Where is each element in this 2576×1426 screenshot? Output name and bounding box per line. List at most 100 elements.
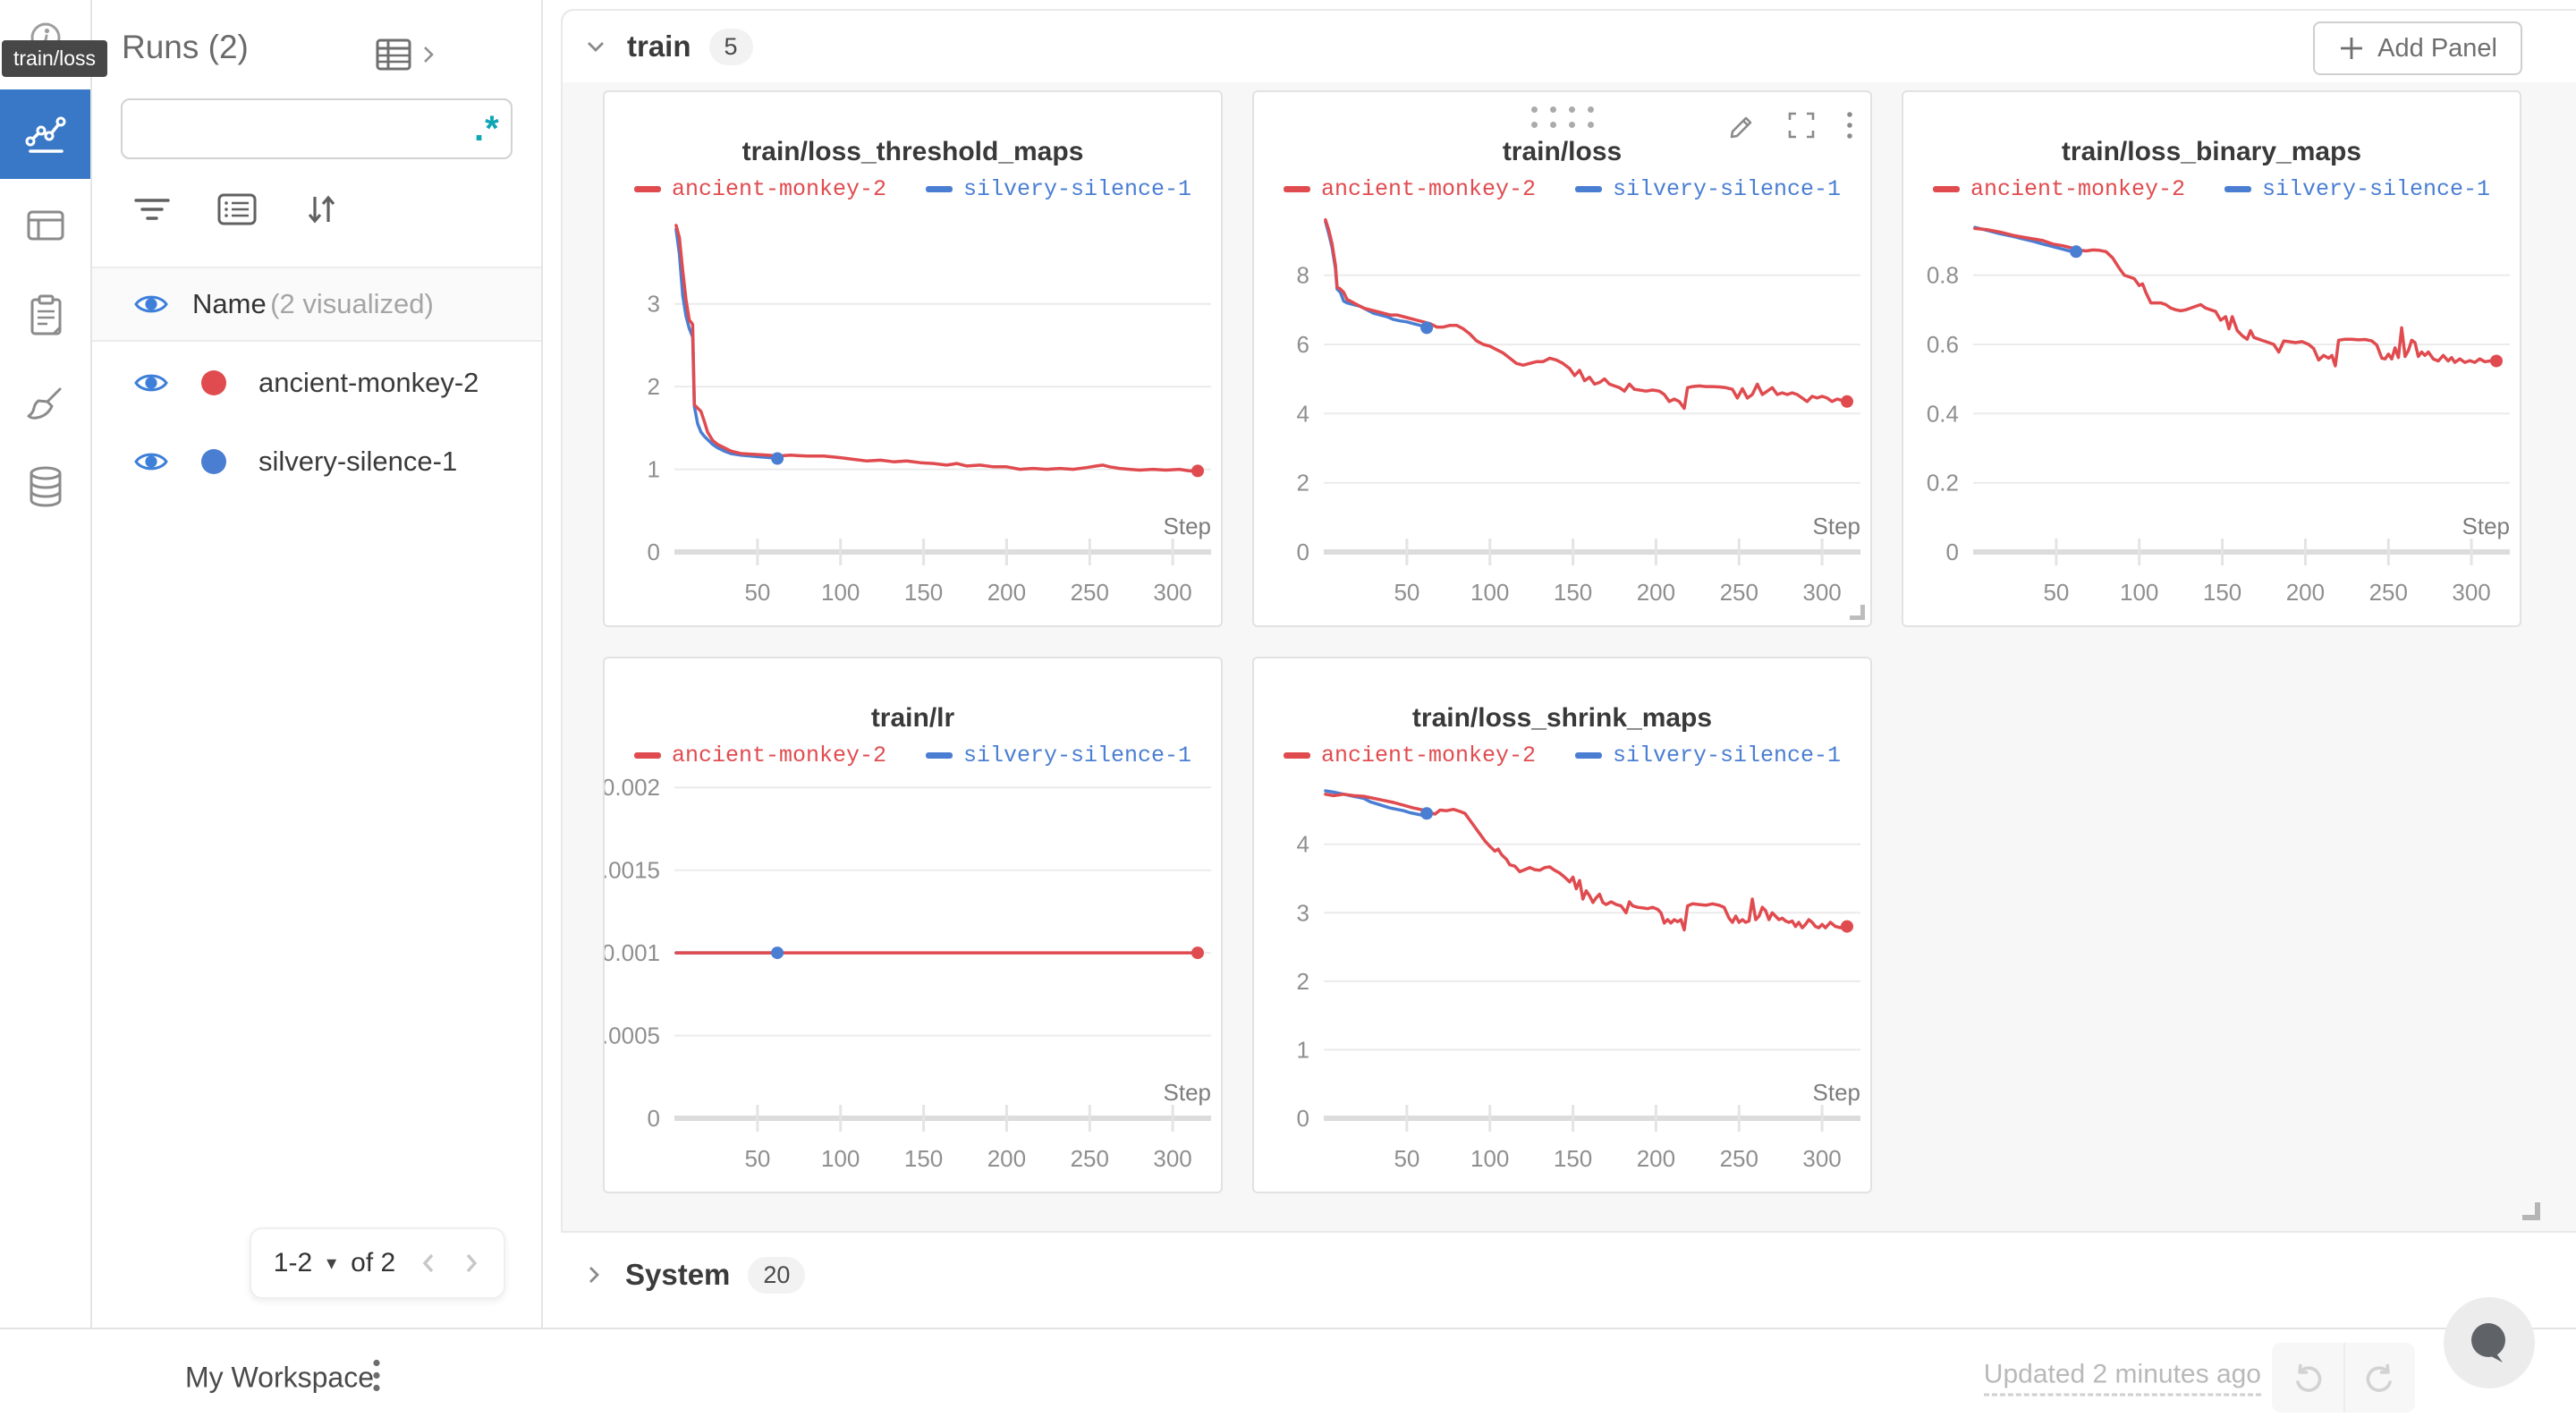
chart-legend: ancient-monkey-2 silvery-silence-1 xyxy=(605,176,1221,202)
search-input[interactable] xyxy=(151,115,474,143)
svg-text:50: 50 xyxy=(1394,1145,1419,1172)
add-panel-button[interactable]: Add Panel xyxy=(2313,21,2522,75)
svg-text:0.002: 0.002 xyxy=(605,774,660,801)
svg-text:300: 300 xyxy=(2452,579,2490,606)
edit-panel-icon[interactable] xyxy=(1727,110,1758,140)
run-name: ancient-monkey-2 xyxy=(258,367,479,398)
tooltip: train/loss xyxy=(2,40,108,77)
legend-item[interactable]: silvery-silence-1 xyxy=(926,176,1191,202)
pagination-range[interactable]: 1-2 xyxy=(273,1248,313,1277)
svg-text:300: 300 xyxy=(1153,1145,1191,1172)
chart-panel[interactable]: train/loss_shrink_maps ancient-monkey-2 si… xyxy=(1252,657,1872,1193)
system-section-header[interactable]: System 20 xyxy=(561,1233,2576,1317)
chat-button[interactable] xyxy=(2444,1297,2535,1388)
chat-bubble-icon xyxy=(2471,1323,2505,1362)
legend-swatch xyxy=(1575,752,1602,759)
eye-icon[interactable] xyxy=(133,370,169,395)
legend-item[interactable]: silvery-silence-1 xyxy=(1575,743,1841,768)
eye-icon[interactable] xyxy=(133,292,169,317)
legend-item[interactable]: silvery-silence-1 xyxy=(1575,176,1841,202)
bottom-bar: My Workspace Updated 2 minutes ago xyxy=(0,1297,2576,1426)
sort-icon[interactable] xyxy=(301,190,341,229)
pagination-of: of 2 xyxy=(351,1248,396,1277)
legend-swatch xyxy=(1575,186,1602,192)
legend-swatch xyxy=(926,752,953,759)
fullscreen-icon[interactable] xyxy=(1786,110,1817,140)
svg-text:250: 250 xyxy=(1071,579,1109,606)
run-row[interactable]: silvery-silence-1 xyxy=(92,422,541,501)
chart-plot[interactable]: 0 0.2 0.4 0.6 0.8 50 100 150 200 250 300 Step xyxy=(1903,92,2520,625)
svg-text:250: 250 xyxy=(1071,1145,1109,1172)
legend-run-name: silvery-silence-1 xyxy=(1613,176,1842,202)
runs-header-label: Name xyxy=(192,288,267,319)
svg-text:0.4: 0.4 xyxy=(1927,400,1959,427)
pagination-caret-icon[interactable]: ▾ xyxy=(326,1252,337,1274)
legend-item[interactable]: ancient-monkey-2 xyxy=(1932,176,2185,202)
sidebar-item-logs[interactable] xyxy=(0,292,90,340)
group-list-icon[interactable] xyxy=(216,191,258,228)
chart-panel[interactable]: train/loss_binary_maps ancient-monkey-2 si… xyxy=(1902,90,2521,627)
chevron-down-icon[interactable] xyxy=(582,35,609,58)
database-icon xyxy=(30,466,61,507)
legend-swatch xyxy=(633,752,661,759)
chart-legend: ancient-monkey-2 silvery-silence-1 xyxy=(1254,176,1870,202)
updated-status[interactable]: Updated 2 minutes ago xyxy=(1983,1360,2261,1396)
svg-text:200: 200 xyxy=(2286,579,2325,606)
next-page-button[interactable] xyxy=(462,1250,481,1277)
sidebar-item-charts[interactable] xyxy=(0,89,90,179)
legend-item[interactable]: ancient-monkey-2 xyxy=(1283,176,1536,202)
filter-icon[interactable] xyxy=(131,191,173,228)
run-color-dot xyxy=(201,449,226,474)
undo-icon xyxy=(2296,1363,2322,1392)
chevron-right-icon[interactable] xyxy=(580,1261,607,1288)
svg-text:50: 50 xyxy=(2043,579,2069,606)
drag-handle-icon[interactable] xyxy=(1530,106,1594,128)
legend-run-name: ancient-monkey-2 xyxy=(1970,176,2185,202)
svg-text:50: 50 xyxy=(744,1145,770,1172)
svg-text:50: 50 xyxy=(744,579,770,606)
panel-menu-icon[interactable] xyxy=(1845,110,1854,140)
legend-item[interactable]: ancient-monkey-2 xyxy=(633,743,886,768)
chart-panel[interactable]: train/loss ancient-monkey-2 silvery-silenc… xyxy=(1252,90,1872,627)
section-count-badge: 5 xyxy=(708,28,753,65)
run-row[interactable]: ancient-monkey-2 xyxy=(92,344,541,422)
redo-button[interactable] xyxy=(2343,1343,2415,1413)
chart-panel[interactable]: train/loss_threshold_maps ancient-monkey-… xyxy=(603,90,1223,627)
undo-button[interactable] xyxy=(2272,1343,2343,1413)
chart-panel[interactable]: train/lr ancient-monkey-2 silvery-silence-… xyxy=(603,657,1223,1193)
svg-text:0: 0 xyxy=(1946,539,1959,565)
chart-plot[interactable]: 0 0.0005 0.001 0.0015 0.002 50 100 150 200 250 300… xyxy=(605,658,1221,1192)
svg-text:Step: Step xyxy=(1813,513,1861,539)
svg-text:0.6: 0.6 xyxy=(1927,331,1959,358)
run-search[interactable]: .* xyxy=(121,98,513,159)
svg-text:0.8: 0.8 xyxy=(1927,262,1959,289)
eye-icon[interactable] xyxy=(133,449,169,474)
svg-text:200: 200 xyxy=(987,579,1026,606)
svg-text:Step: Step xyxy=(1164,513,1212,539)
prev-page-button[interactable] xyxy=(419,1250,438,1277)
legend-item[interactable]: ancient-monkey-2 xyxy=(633,176,886,202)
chart-plot[interactable]: 0 2 4 6 8 50 100 150 200 250 300 Step xyxy=(1254,92,1870,625)
workspace-main: Add Panel train 5 train/loss_threshold_m… xyxy=(545,0,2576,1328)
svg-text:250: 250 xyxy=(1720,1145,1758,1172)
chart-plot[interactable]: 0 1 2 3 4 50 100 150 200 250 300 Step xyxy=(1254,658,1870,1192)
panel-resize-handle[interactable] xyxy=(1850,605,1865,620)
workspace-menu-icon[interactable] xyxy=(371,1356,382,1400)
legend-item[interactable]: ancient-monkey-2 xyxy=(1283,743,1536,768)
legend-item[interactable]: silvery-silence-1 xyxy=(2224,176,2490,202)
sidebar-item-panels[interactable] xyxy=(0,204,90,249)
chart-legend: ancient-monkey-2 silvery-silence-1 xyxy=(1254,743,1870,768)
panel-grid: train/loss_threshold_maps ancient-monkey-… xyxy=(603,90,2521,1193)
section-resize-handle[interactable] xyxy=(2522,1202,2540,1220)
workspace-name[interactable]: My Workspace xyxy=(185,1361,375,1394)
svg-text:4: 4 xyxy=(1297,831,1309,858)
legend-item[interactable]: silvery-silence-1 xyxy=(926,743,1191,768)
sidebar-item-artifacts[interactable] xyxy=(0,463,90,512)
chart-plot[interactable]: 0 1 2 3 50 100 150 200 250 300 Step xyxy=(605,92,1221,625)
sidebar-item-sweeps[interactable] xyxy=(0,379,90,428)
runs-list-header[interactable]: Name (2 visualized) xyxy=(92,267,541,342)
train-section-header[interactable]: train 5 xyxy=(563,11,2576,82)
expand-runs-table-button[interactable] xyxy=(375,36,436,73)
redo-icon xyxy=(2366,1363,2392,1392)
regex-toggle-icon[interactable]: .* xyxy=(474,109,500,149)
